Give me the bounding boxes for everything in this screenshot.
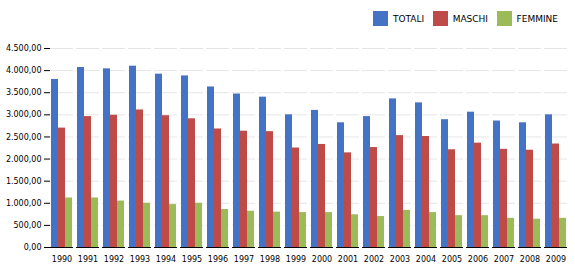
html-text:FEMMINE: FEMMINE (516, 13, 558, 24)
svg-text:1993: 1993 (130, 255, 150, 264)
svg-text:1996: 1996 (208, 255, 228, 264)
svg-text:1998: 1998 (260, 255, 280, 264)
svg-text:2002: 2002 (364, 255, 384, 264)
svg-text:1994: 1994 (156, 255, 176, 264)
svg-text:1995: 1995 (182, 255, 202, 264)
svg-text:2001: 2001 (338, 255, 358, 264)
svg-text:1991: 1991 (78, 255, 98, 264)
svg-text:1990: 1990 (52, 255, 72, 264)
svg-text:2003: 2003 (390, 255, 410, 264)
svg-text:0,00: 0,00 (24, 243, 42, 252)
svg-text:3.500,00: 3.500,00 (6, 88, 42, 97)
svg-text:1999: 1999 (286, 255, 306, 264)
svg-text:2004: 2004 (416, 255, 436, 264)
svg-text:1997: 1997 (234, 255, 254, 264)
svg-text:2.500,00: 2.500,00 (6, 132, 42, 141)
svg-text:2007: 2007 (494, 255, 514, 264)
svg-text:500,00: 500,00 (14, 220, 42, 229)
svg-text:1.000,00: 1.000,00 (6, 198, 42, 207)
html-text:TOTALI: TOTALI (393, 13, 425, 24)
svg-text:2.000,00: 2.000,00 (6, 154, 42, 163)
svg-text:2006: 2006 (468, 255, 488, 264)
svg-text:2008: 2008 (520, 255, 540, 264)
svg-text:1.500,00: 1.500,00 (6, 176, 42, 185)
svg-text:2000: 2000 (312, 255, 332, 264)
svg-text:2009: 2009 (546, 255, 566, 264)
svg-text:4.000,00: 4.000,00 (6, 66, 42, 75)
svg-text:2005: 2005 (442, 255, 462, 264)
html-text:MASCHI: MASCHI (452, 13, 488, 24)
svg-text:1992: 1992 (104, 255, 124, 264)
svg-text:4.500,00: 4.500,00 (6, 44, 42, 53)
svg-text:3.000,00: 3.000,00 (6, 110, 42, 119)
